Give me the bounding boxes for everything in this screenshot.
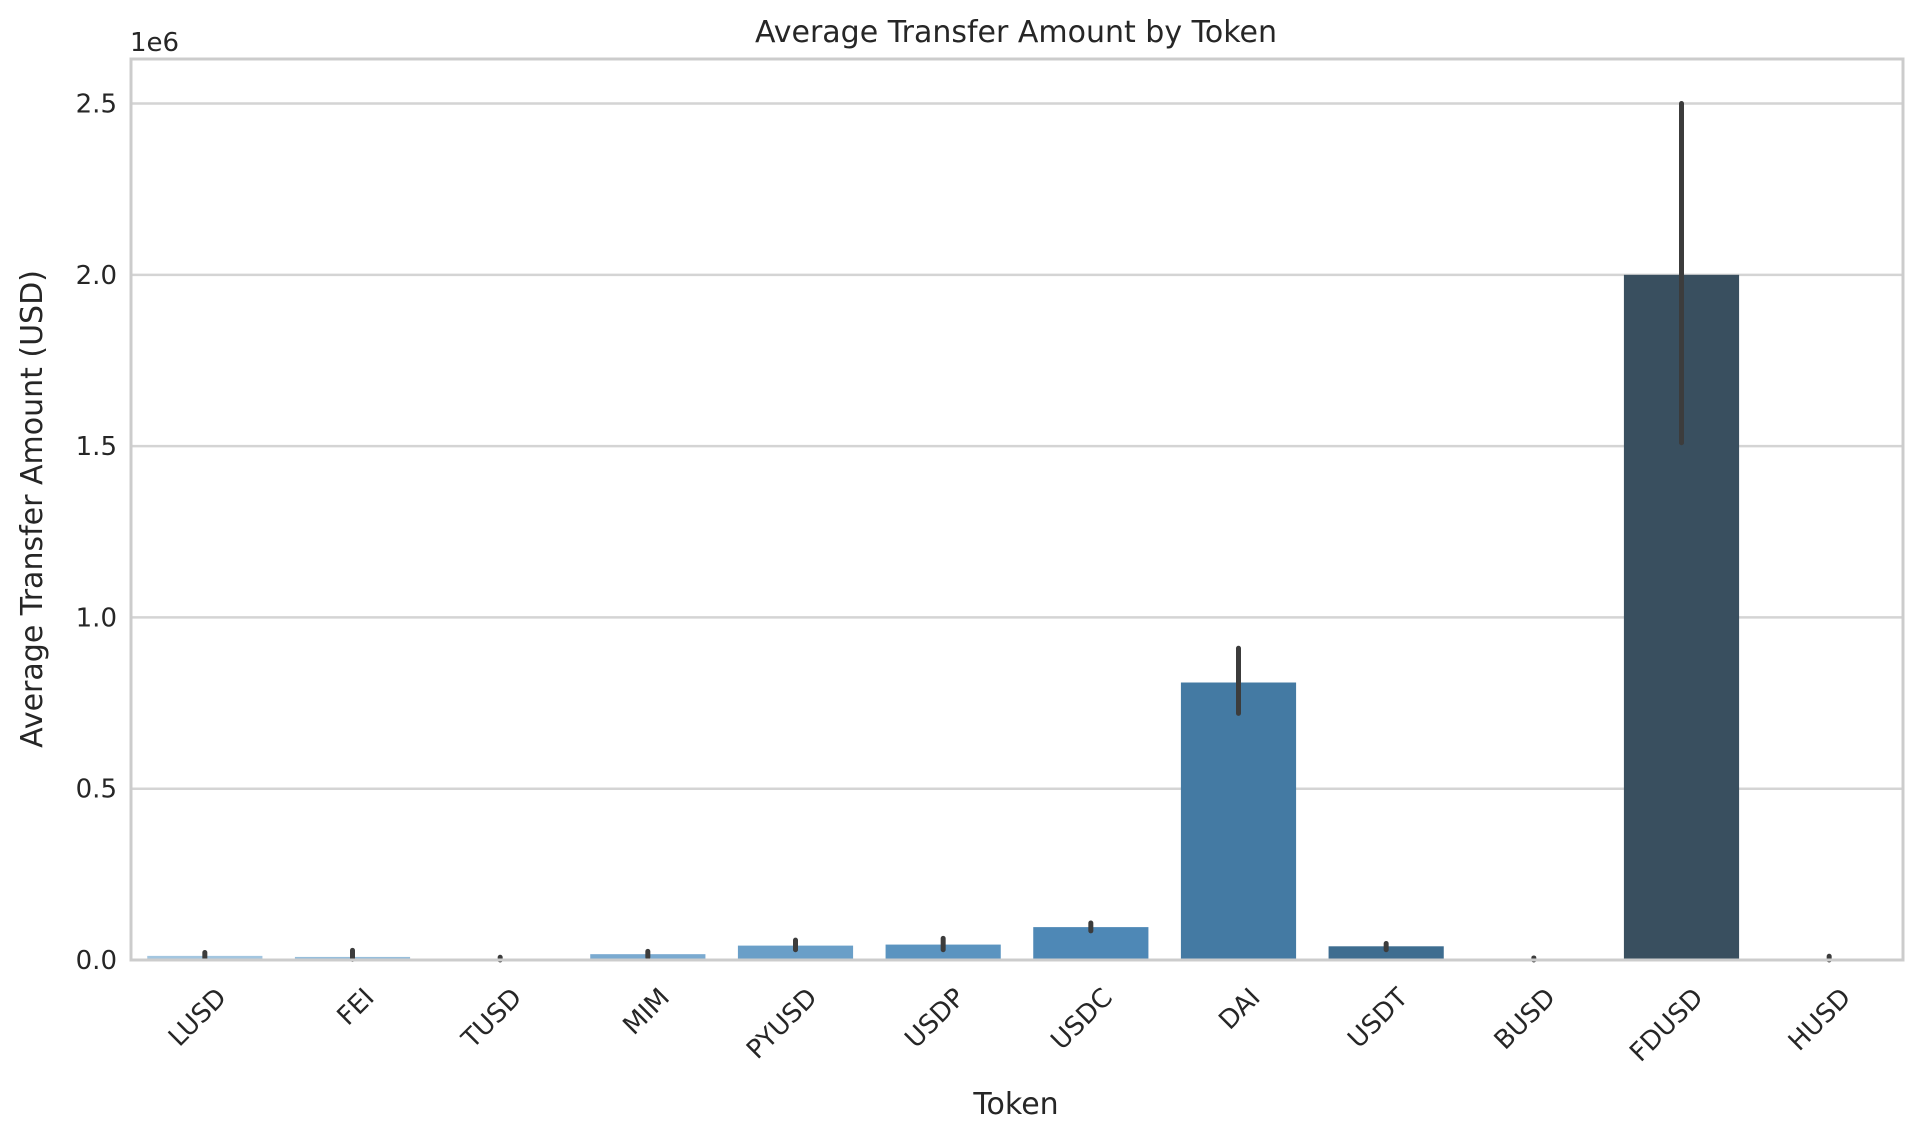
y-tick-label: 2.5 (76, 90, 117, 120)
bars (147, 274, 1887, 961)
x-tick-label: TUSD (456, 983, 528, 1055)
bar-pyusd (737, 945, 854, 960)
y-tick-label: 1.0 (76, 603, 117, 633)
y-tick-label: 0.5 (76, 775, 117, 805)
x-tick-label: PYUSD (741, 983, 823, 1065)
x-tick-label: DAI (1213, 983, 1266, 1036)
bar-dai (1180, 682, 1297, 960)
x-tick-label: FEI (332, 983, 381, 1032)
x-tick-label: BUSD (1489, 983, 1562, 1056)
y-tick-label: 2.0 (76, 261, 117, 291)
x-tick-label: LUSD (163, 983, 233, 1053)
error-bars (202, 101, 1832, 963)
bar-usdt (1328, 946, 1444, 960)
x-tick-label: MIM (617, 983, 675, 1041)
y-scale-label: 1e6 (130, 28, 179, 58)
x-axis-label: Token (972, 1087, 1058, 1122)
x-tick-label: HUSD (1783, 983, 1857, 1057)
x-tick-label: USDT (1342, 983, 1414, 1055)
y-tick-label: 1.5 (76, 432, 117, 462)
bar-usdp (885, 944, 1001, 960)
chart-title: Average Transfer Amount by Token (755, 15, 1277, 50)
x-tick-label: USDP (900, 983, 972, 1055)
x-tick-label: FDUSD (1624, 983, 1709, 1068)
y-tick-labels: 0.0 0.5 1.0 1.5 2.0 2.5 (76, 90, 117, 976)
x-tick-label: USDC (1045, 983, 1118, 1056)
y-tick-label: 0.0 (76, 946, 117, 976)
y-axis-label: Average Transfer Amount (USD) (15, 270, 50, 748)
x-tick-labels: LUSD FEI TUSD MIM PYUSD USDP USDC DAI USDT BUSD FD… (163, 983, 1857, 1068)
plot-frame (129, 57, 1905, 962)
